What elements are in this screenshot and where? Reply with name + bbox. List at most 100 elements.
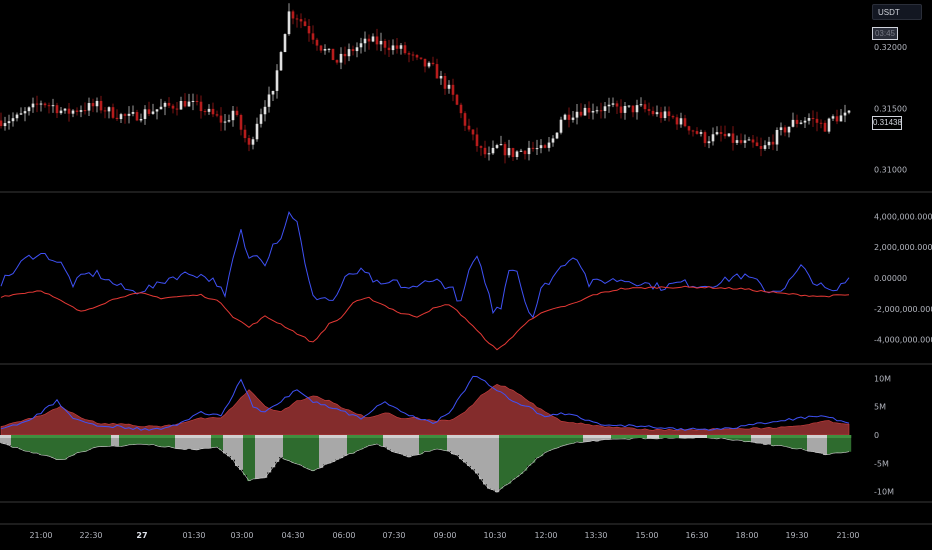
zero-stripe <box>167 435 172 438</box>
zero-stripe <box>355 435 360 438</box>
pressure-column <box>179 435 184 449</box>
oscillator-pane[interactable] <box>0 211 850 351</box>
zero-stripe <box>371 435 376 438</box>
candle <box>107 106 111 119</box>
currency-selector[interactable]: USDT <box>872 4 922 20</box>
pressure-column <box>223 435 228 454</box>
zero-stripe <box>111 435 116 438</box>
zero-stripe <box>643 435 648 438</box>
time-axis[interactable]: 21:00 22:30 27 01:30 03:00 04:30 06:00 07:30 09:… <box>29 531 859 540</box>
candle <box>639 97 643 107</box>
time-tick-label: 19:30 <box>785 531 808 540</box>
pressure-column <box>271 435 276 468</box>
pressure-column <box>559 435 564 447</box>
candle <box>847 109 851 115</box>
volume-tick-label: 10M <box>874 374 891 383</box>
pressure-column <box>519 435 524 474</box>
pressure-column <box>503 435 508 486</box>
pressure-column <box>439 435 444 450</box>
zero-stripe <box>775 435 780 438</box>
candle <box>563 113 567 121</box>
zero-stripe <box>387 435 392 438</box>
pressure-column <box>431 435 436 451</box>
y-axis[interactable]: 0.32000 0.31500 0.31000 4,000,000.00000 2,00… <box>874 43 932 497</box>
pane-separators[interactable] <box>0 191 932 525</box>
pressure-column <box>347 435 352 454</box>
pressure-column <box>227 435 232 457</box>
oscillator-tick-label: -2,000,000.00000 <box>874 305 932 314</box>
zero-stripe <box>51 435 56 438</box>
candle <box>807 113 811 125</box>
pressure-column <box>415 435 420 455</box>
candle <box>503 141 507 164</box>
candle <box>323 44 327 55</box>
zero-stripe <box>295 435 300 438</box>
pressure-column <box>447 435 452 452</box>
pressure-column <box>319 435 324 468</box>
candle <box>119 112 123 123</box>
pressure-column <box>547 435 552 451</box>
candle <box>359 37 363 54</box>
pressure-column <box>799 435 804 449</box>
candle <box>263 100 267 122</box>
candle <box>383 38 387 55</box>
zero-stripe <box>271 435 276 438</box>
candle <box>463 111 467 132</box>
time-tick-label: 21:00 <box>836 531 859 540</box>
volume-tick-label: -5M <box>874 459 889 468</box>
candle <box>671 114 675 120</box>
pressure-column <box>375 435 380 444</box>
zero-stripe <box>143 435 148 438</box>
zero-stripe <box>771 435 776 438</box>
pressure-column <box>303 435 308 468</box>
candle <box>403 41 407 55</box>
pressure-column <box>31 435 36 454</box>
volume-pressure-pane[interactable] <box>0 375 852 493</box>
zero-stripe <box>651 435 656 438</box>
candle <box>335 59 339 65</box>
zero-stripe <box>339 435 344 438</box>
zero-stripe <box>559 435 564 438</box>
candle <box>111 103 115 120</box>
candle <box>607 97 611 113</box>
pressure-column <box>15 435 20 448</box>
candle <box>415 54 419 61</box>
candle <box>227 114 231 123</box>
candle <box>667 106 671 122</box>
zero-stripe <box>591 435 596 438</box>
candle <box>575 104 579 125</box>
zero-stripe <box>539 435 544 438</box>
zero-stripe <box>107 435 112 438</box>
pressure-column <box>279 435 284 458</box>
zero-stripe <box>171 435 176 438</box>
pressure-column <box>119 435 124 447</box>
candle <box>571 110 575 123</box>
zero-stripe <box>515 435 520 438</box>
zero-stripe <box>83 435 88 438</box>
zero-stripe <box>731 435 736 438</box>
candle <box>139 113 143 123</box>
zero-stripe <box>759 435 764 438</box>
price-pane[interactable] <box>0 3 851 164</box>
zero-stripe <box>543 435 548 438</box>
candle <box>27 106 31 116</box>
candle <box>659 106 663 123</box>
zero-stripe <box>451 435 456 438</box>
zero-stripe <box>519 435 524 438</box>
pressure-column <box>351 435 356 454</box>
zero-stripe <box>367 435 372 438</box>
pressure-column <box>779 435 784 446</box>
pressure-column <box>567 435 572 445</box>
zero-stripe <box>839 435 844 438</box>
last-price-label: 0.31438 <box>872 116 902 130</box>
pressure-column <box>123 435 128 446</box>
candle <box>523 149 527 160</box>
candle <box>815 111 819 132</box>
pressure-column <box>403 435 408 456</box>
pressure-column <box>331 435 336 462</box>
pressure-column <box>383 435 388 447</box>
candle <box>475 127 479 152</box>
pressure-column <box>839 435 844 453</box>
candle <box>811 110 815 127</box>
pressure-column <box>327 435 332 464</box>
